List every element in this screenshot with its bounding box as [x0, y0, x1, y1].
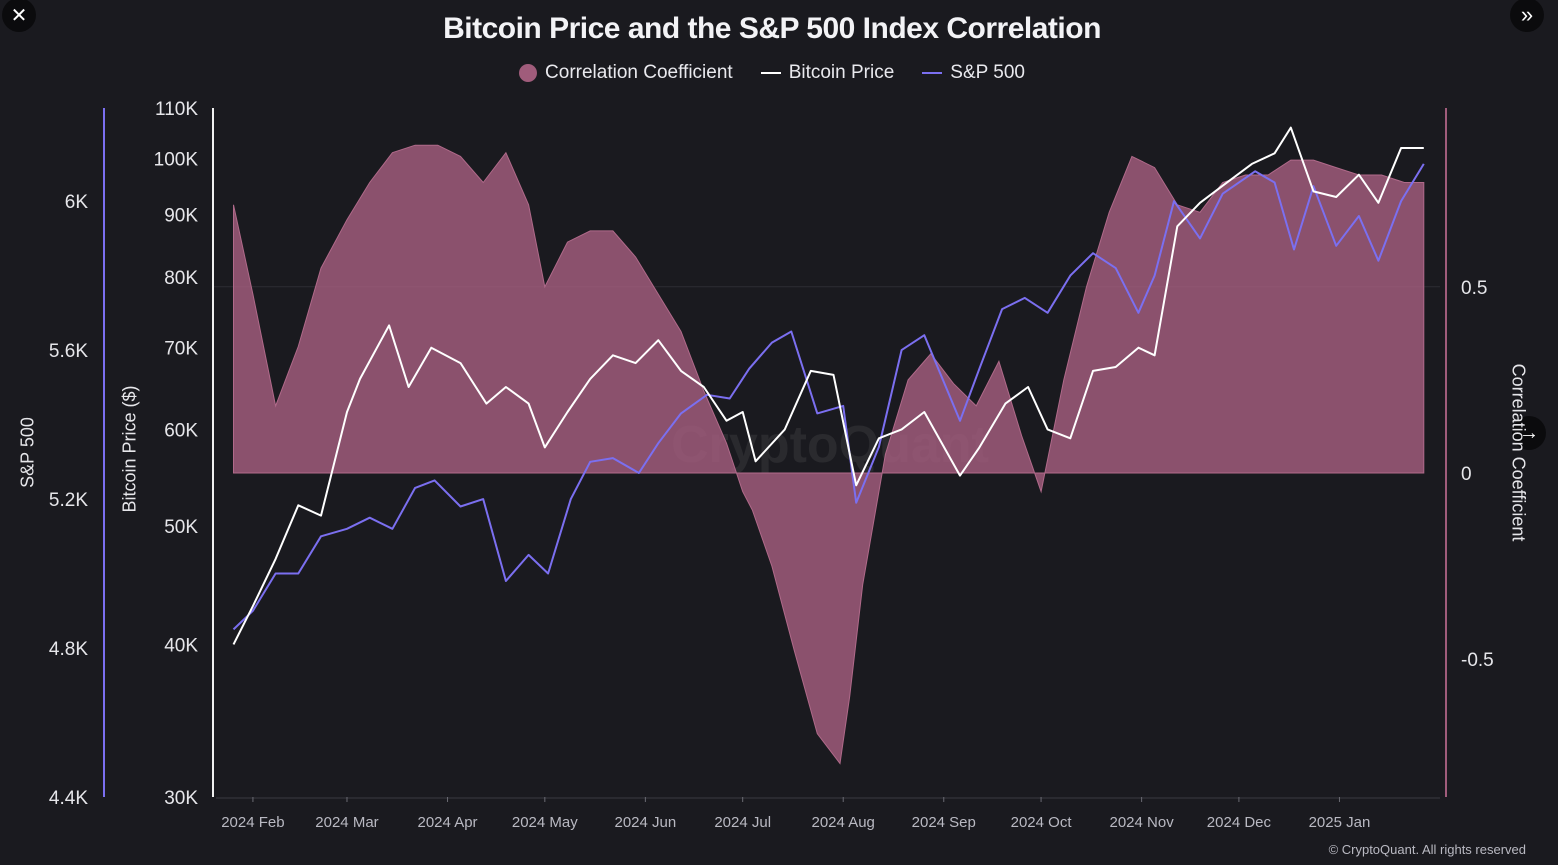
bitcoin-tick-label: 50K [164, 517, 198, 538]
legend-label-sp500: S&P 500 [950, 62, 1025, 83]
chart-title: Bitcoin Price and the S&P 500 Index Corr… [443, 12, 1101, 45]
legend-item-sp500[interactable]: S&P 500 [922, 62, 1025, 84]
x-tick-label: 2024 Sep [912, 814, 976, 831]
sp500-tick-label: 5.6K [49, 341, 88, 362]
double-chevron-right-icon: » [1520, 2, 1534, 27]
bitcoin-tick-label: 70K [164, 339, 198, 360]
next-image-button[interactable]: → [1512, 416, 1546, 450]
sp500-tick-label: 6K [65, 192, 89, 213]
correlation-tick-label: 0.5 [1461, 278, 1487, 299]
bitcoin-tick-label: 110K [155, 99, 198, 120]
x-tick-label: 2024 Feb [221, 814, 284, 831]
x-tick-label: 2024 Jun [615, 814, 677, 831]
x-tick-label: 2024 Oct [1011, 814, 1073, 831]
bitcoin-tick-label: 60K [164, 420, 198, 441]
x-tick-label: 2024 Dec [1207, 814, 1272, 831]
bitcoin-swatch [760, 72, 781, 74]
x-tick-label: 2024 Aug [812, 814, 875, 831]
close-button[interactable]: ✕ [2, 0, 36, 32]
bitcoin-tick-label: 40K [164, 635, 198, 656]
x-tick-label: 2024 May [512, 814, 578, 831]
x-tick-label: 2024 Apr [417, 814, 477, 831]
correlation-tick-label: -0.5 [1461, 650, 1494, 671]
correlation-swatch [519, 64, 538, 82]
sp500-swatch [922, 72, 943, 74]
close-icon: ✕ [10, 4, 28, 27]
bitcoin-tick-label: 90K [164, 205, 198, 226]
correlation-area [233, 144, 1425, 765]
bitcoin-tick-label: 80K [164, 268, 198, 289]
arrow-right-icon: → [1519, 421, 1539, 444]
sp500-tick-label: 4.4K [49, 788, 88, 809]
x-tick-label: 2024 Jul [714, 814, 771, 831]
legend-label-bitcoin: Bitcoin Price [788, 62, 895, 83]
bitcoin-line [232, 126, 1424, 645]
x-tick-label: 2024 Mar [315, 814, 378, 831]
legend-label-correlation: Correlation Coefficient [545, 62, 733, 83]
expand-panel-button[interactable]: » [1510, 0, 1544, 32]
x-tick-label: 2024 Nov [1109, 814, 1174, 831]
bitcoin-tick-label: 100K [154, 150, 199, 171]
bitcoin-tick-label: 30K [164, 788, 198, 809]
sp500-tick-label: 5.2K [49, 490, 88, 511]
chart-legend: Correlation Coefficient Bitcoin Price S&… [0, 62, 1544, 84]
copyright-notice: © CryptoQuant. All rights reserved [1328, 842, 1526, 857]
x-tick-label: 2025 Jan [1309, 814, 1371, 831]
legend-item-bitcoin[interactable]: Bitcoin Price [760, 62, 895, 84]
correlation-tick-label: 0 [1461, 464, 1472, 485]
sp500-line [232, 163, 1425, 631]
legend-item-correlation[interactable]: Correlation Coefficient [519, 62, 733, 84]
sp500-tick-label: 4.8K [49, 639, 88, 660]
